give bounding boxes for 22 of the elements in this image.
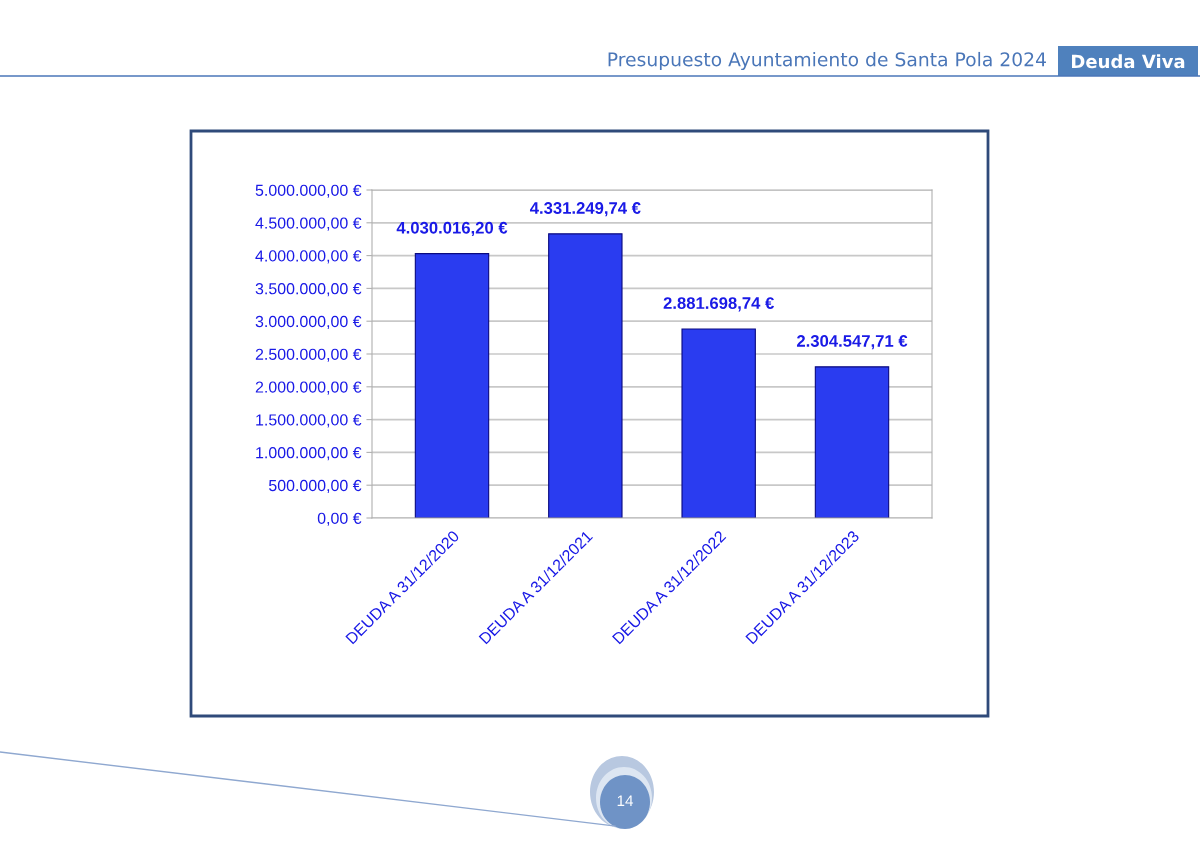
y-tick-label: 3.500.000,00 € — [255, 283, 362, 297]
y-tick-label: 2.000.000,00 € — [255, 381, 362, 395]
data-label: 4.030.016,20 € — [396, 221, 508, 237]
y-tick-label: 4.000.000,00 € — [255, 250, 362, 264]
data-label: 2.304.547,71 € — [796, 335, 908, 350]
y-tick-label: 500.000,00 € — [268, 479, 362, 494]
bar — [814, 366, 890, 518]
bar — [414, 253, 490, 518]
bar — [548, 233, 623, 518]
y-tick-label: 0,00 € — [317, 512, 362, 526]
data-label: 2.881.698,74 € — [663, 297, 774, 312]
y-tick-label: 5.000.000,00 € — [255, 184, 362, 198]
y-tick-label: 2.500.000,00 € — [255, 348, 362, 362]
y-tick-label: 3.000.000,00 € — [255, 315, 362, 330]
y-tick-label: 1.000.000,00 € — [256, 447, 362, 461]
text: 14 — [617, 795, 634, 806]
y-tick-label: 4.500.000,00 € — [255, 217, 362, 231]
bar — [681, 328, 756, 518]
text: Deuda Viva — [1072, 54, 1185, 69]
data-label: 4.331.249,74 € — [529, 202, 641, 217]
y-tick-label: 1.500.000,00 € — [256, 414, 362, 428]
chart-title: Presupuesto Ayuntamiento de Santa Pola 2024 — [608, 51, 1046, 71]
